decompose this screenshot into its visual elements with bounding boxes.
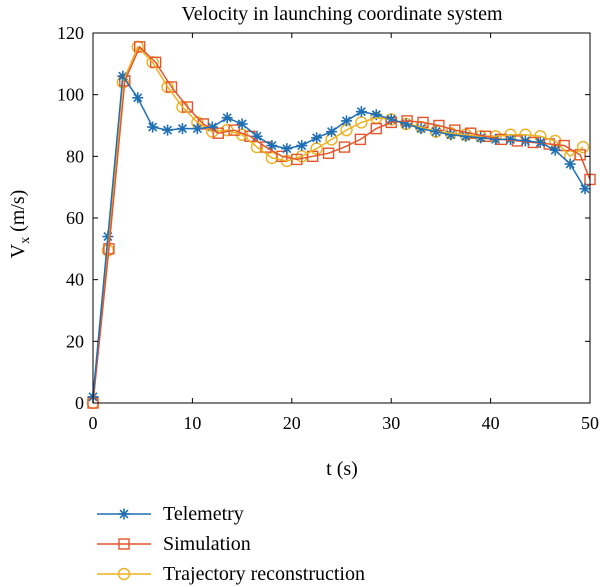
x-tick-label: 20	[283, 413, 301, 433]
data-point-circle	[576, 140, 590, 154]
y-tick-label: 100	[57, 85, 84, 105]
series-line-square	[92, 45, 591, 404]
data-point-asterisk	[579, 183, 591, 195]
axes: 0 10 20 30 40 50 0 20 40 60 80 100 120	[57, 23, 599, 433]
y-axis-label-main: V	[7, 243, 29, 258]
data-point-square	[212, 127, 224, 139]
series-line-circle	[92, 45, 584, 404]
legend-marker-asterisk	[118, 508, 130, 520]
x-tick-label: 0	[89, 413, 98, 433]
y-tick-label: 20	[66, 331, 84, 351]
plot-frame	[92, 32, 591, 404]
chart-title: Velocity in launching coordinate system	[181, 3, 502, 25]
data-point-square	[338, 141, 351, 153]
plot-area	[86, 40, 596, 410]
y-tick-label: 40	[66, 270, 84, 290]
legend-item: Telemetry	[97, 503, 244, 525]
series-lines	[92, 45, 591, 404]
y-tick-label: 60	[66, 208, 84, 228]
x-axis-label: t (s)	[326, 458, 358, 480]
y-axis-label-sub: x	[18, 237, 33, 244]
y-tick-label: 120	[57, 23, 84, 43]
data-point-square	[433, 119, 445, 132]
y-tick-label: 80	[66, 146, 84, 166]
data-point-square	[134, 41, 146, 53]
x-tick-label: 30	[382, 413, 400, 433]
data-point-square	[276, 150, 288, 163]
legend-item: Simulation	[97, 533, 251, 555]
y-axis-label: Vx (m/s)	[7, 190, 33, 259]
x-tick-label: 40	[482, 413, 500, 433]
legend-label: Simulation	[163, 533, 251, 555]
y-tick-label: 0	[75, 393, 84, 413]
legend-marker-circle	[117, 567, 131, 581]
data-point-square	[322, 147, 335, 159]
legend-marker-square	[118, 538, 130, 550]
data-point-square	[354, 133, 367, 146]
x-tick-label: 10	[183, 413, 201, 433]
legend-label: Telemetry	[163, 503, 244, 525]
x-tick-label: 50	[581, 413, 599, 433]
series-line-asterisk	[92, 74, 586, 397]
legend: Telemetry Simulation Trajectory reconstruc…	[97, 503, 365, 585]
legend-item: Trajectory reconstruction	[97, 563, 365, 585]
y-axis-label-unit: (m/s)	[7, 190, 29, 237]
legend-label: Trajectory reconstruction	[163, 563, 365, 585]
data-point-square	[370, 122, 382, 135]
